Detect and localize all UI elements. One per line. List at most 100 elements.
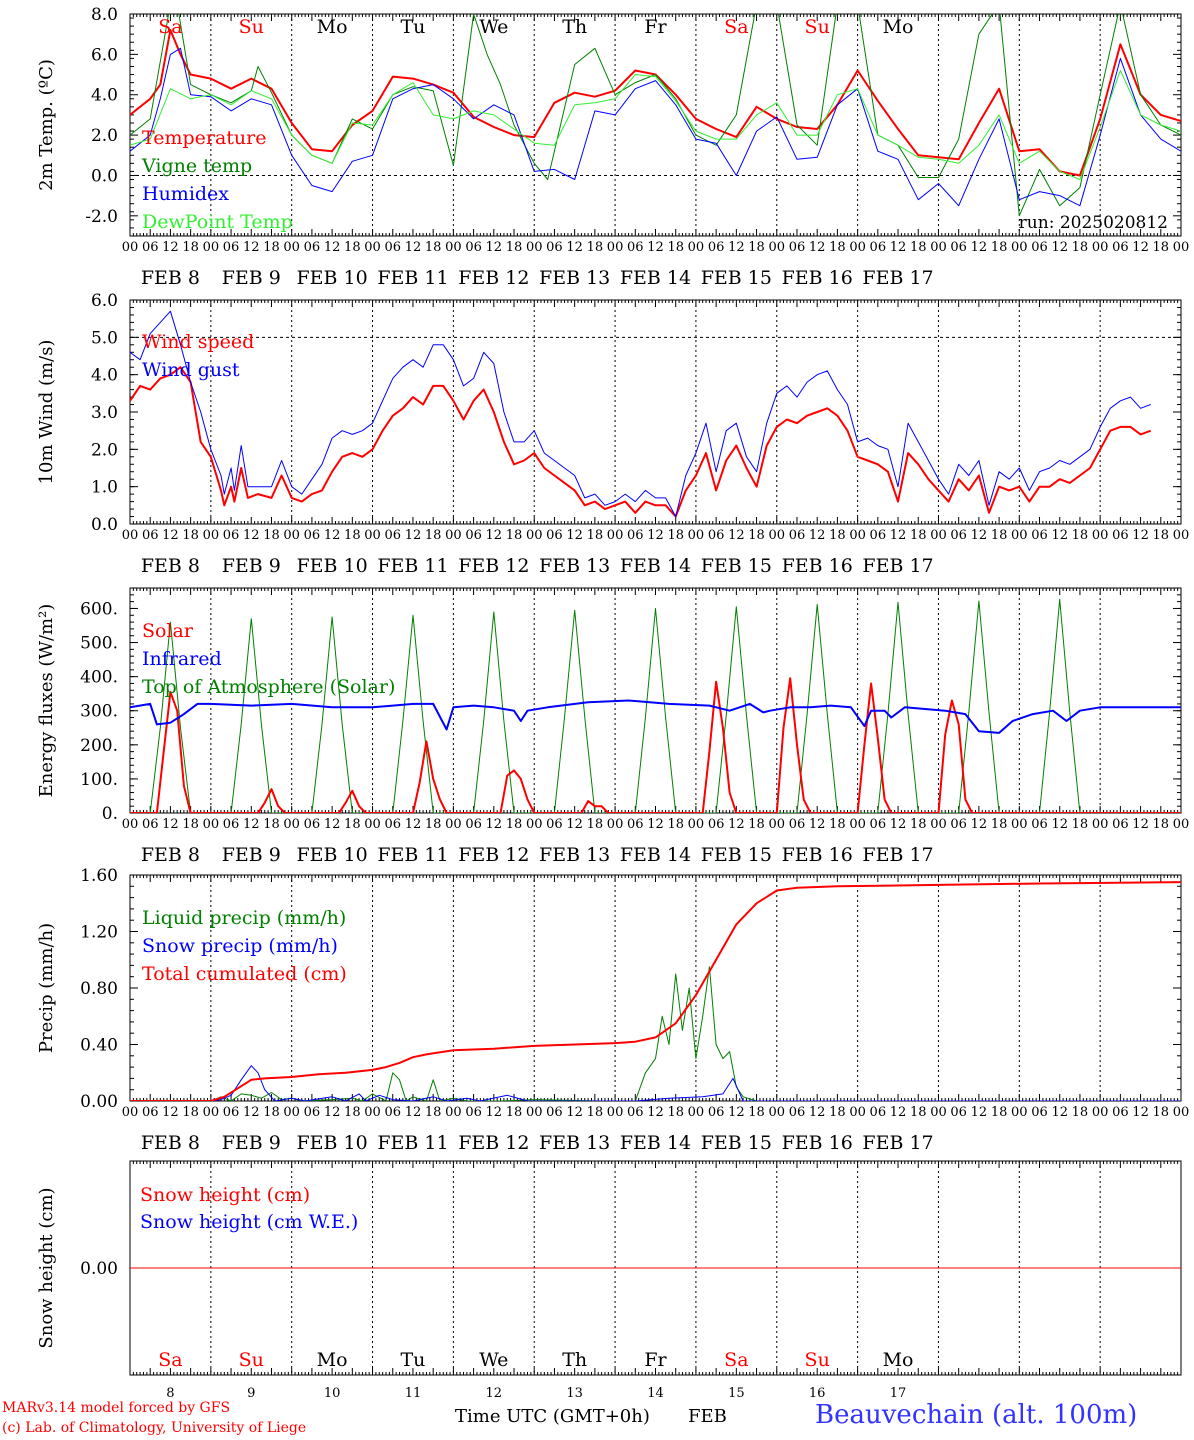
day-name: Tu <box>401 16 426 38</box>
hour-label: 06 <box>142 528 159 543</box>
hour-label: 00 <box>1092 817 1109 832</box>
hour-label: 06 <box>546 528 563 543</box>
hour-label: 00 <box>122 240 139 255</box>
date-label: FEB 11 <box>377 844 448 866</box>
date-label: FEB 15 <box>701 267 772 289</box>
hour-label: 12 <box>324 528 341 543</box>
hour-label: 12 <box>890 1105 907 1120</box>
hour-label: 06 <box>950 528 967 543</box>
date-number: 17 <box>890 1386 907 1400</box>
hour-label: 06 <box>789 1105 806 1120</box>
hour-label: 18 <box>344 528 361 543</box>
series-vigne-temp <box>130 14 1181 217</box>
hour-label: 12 <box>324 1105 341 1120</box>
hour-label: 06 <box>708 817 725 832</box>
hour-label: 06 <box>546 1105 563 1120</box>
hour-label: 18 <box>1072 1105 1089 1120</box>
date-number: 12 <box>486 1386 503 1400</box>
hour-label: 00 <box>930 1105 947 1120</box>
hour-label: 12 <box>243 1105 260 1120</box>
hour-label: 18 <box>910 240 927 255</box>
hour-label: 12 <box>162 240 179 255</box>
hour-label: 06 <box>870 817 887 832</box>
hour-label: 12 <box>971 240 988 255</box>
date-number: 15 <box>728 1386 745 1400</box>
hour-label: 00 <box>688 817 705 832</box>
hour-label: 06 <box>789 240 806 255</box>
hour-label: 00 <box>849 528 866 543</box>
hour-label: 18 <box>587 1105 604 1120</box>
hour-label: 12 <box>1051 817 1068 832</box>
hour-label: 18 <box>667 240 684 255</box>
hour-label: 06 <box>870 240 887 255</box>
y-tick-label: 4.0 <box>91 86 118 106</box>
hour-label: 18 <box>1072 240 1089 255</box>
hour-label: 00 <box>607 1105 624 1120</box>
date-label: FEB 13 <box>539 267 610 289</box>
hour-label: 12 <box>486 240 503 255</box>
hour-label: 06 <box>465 528 482 543</box>
hour-label: 18 <box>829 528 846 543</box>
hour-label: 18 <box>263 1105 280 1120</box>
date-label: FEB 14 <box>620 844 691 866</box>
date-label: FEB 16 <box>782 267 853 289</box>
date-label: FEB 11 <box>377 267 448 289</box>
hour-label: 06 <box>1112 1105 1129 1120</box>
hour-label: 06 <box>1031 1105 1048 1120</box>
hour-label: 18 <box>748 817 765 832</box>
hour-label: 18 <box>425 817 442 832</box>
date-label: FEB 13 <box>539 844 610 866</box>
date-label: FEB 10 <box>296 267 367 289</box>
series-temperature <box>130 29 1181 177</box>
hour-label: 18 <box>829 1105 846 1120</box>
hour-label: 06 <box>1031 817 1048 832</box>
hour-label: 12 <box>1051 528 1068 543</box>
hour-label: 06 <box>789 528 806 543</box>
hour-label: 18 <box>829 240 846 255</box>
series-snow-precip-mm-h <box>130 1065 1181 1101</box>
hour-label: 06 <box>950 1105 967 1120</box>
date-label: FEB 9 <box>222 1132 281 1154</box>
hour-label: 00 <box>364 528 381 543</box>
series-liquid-precip-mm-h <box>130 966 1181 1101</box>
y-tick-label: 0.00 <box>80 1259 118 1279</box>
hour-label: 18 <box>506 817 523 832</box>
hour-label: 18 <box>1153 817 1170 832</box>
hour-label: 06 <box>465 1105 482 1120</box>
hour-label: 06 <box>304 528 321 543</box>
legend-entry: Solar <box>142 620 194 642</box>
hour-label: 06 <box>546 817 563 832</box>
hour-label: 12 <box>1132 817 1149 832</box>
hour-label: 00 <box>1173 1105 1190 1120</box>
hour-label: 12 <box>486 1105 503 1120</box>
hour-label: 06 <box>304 817 321 832</box>
date-label: FEB 15 <box>701 555 772 577</box>
station-label: Beauvechain (alt. 100m) <box>815 1400 1138 1430</box>
hour-label: 06 <box>465 817 482 832</box>
hour-label: 12 <box>1132 528 1149 543</box>
hour-label: 18 <box>748 1105 765 1120</box>
y-axis-label: Energy fluxes (W/m²) <box>36 604 57 798</box>
hour-label: 00 <box>688 1105 705 1120</box>
hour-label: 06 <box>384 528 401 543</box>
hour-label: 12 <box>162 1105 179 1120</box>
hour-label: 06 <box>1112 528 1129 543</box>
hour-label: 00 <box>364 240 381 255</box>
date-number: 8 <box>166 1386 174 1400</box>
day-name: Sa <box>158 1349 182 1371</box>
day-name: Th <box>562 16 587 38</box>
hour-label: 12 <box>1051 240 1068 255</box>
hour-label: 06 <box>950 817 967 832</box>
hour-label: 12 <box>162 817 179 832</box>
legend-entry: Humidex <box>142 183 229 205</box>
date-label: FEB 17 <box>862 1132 933 1154</box>
hour-label: 18 <box>506 1105 523 1120</box>
hour-label: 18 <box>506 528 523 543</box>
y-axis-label: 10m Wind (m/s) <box>36 340 57 485</box>
hour-label: 12 <box>647 528 664 543</box>
day-name: Tu <box>401 1349 426 1371</box>
hour-label: 00 <box>283 528 300 543</box>
y-tick-label: 200. <box>80 736 118 756</box>
date-label: FEB 9 <box>222 555 281 577</box>
hour-label: 00 <box>445 817 462 832</box>
